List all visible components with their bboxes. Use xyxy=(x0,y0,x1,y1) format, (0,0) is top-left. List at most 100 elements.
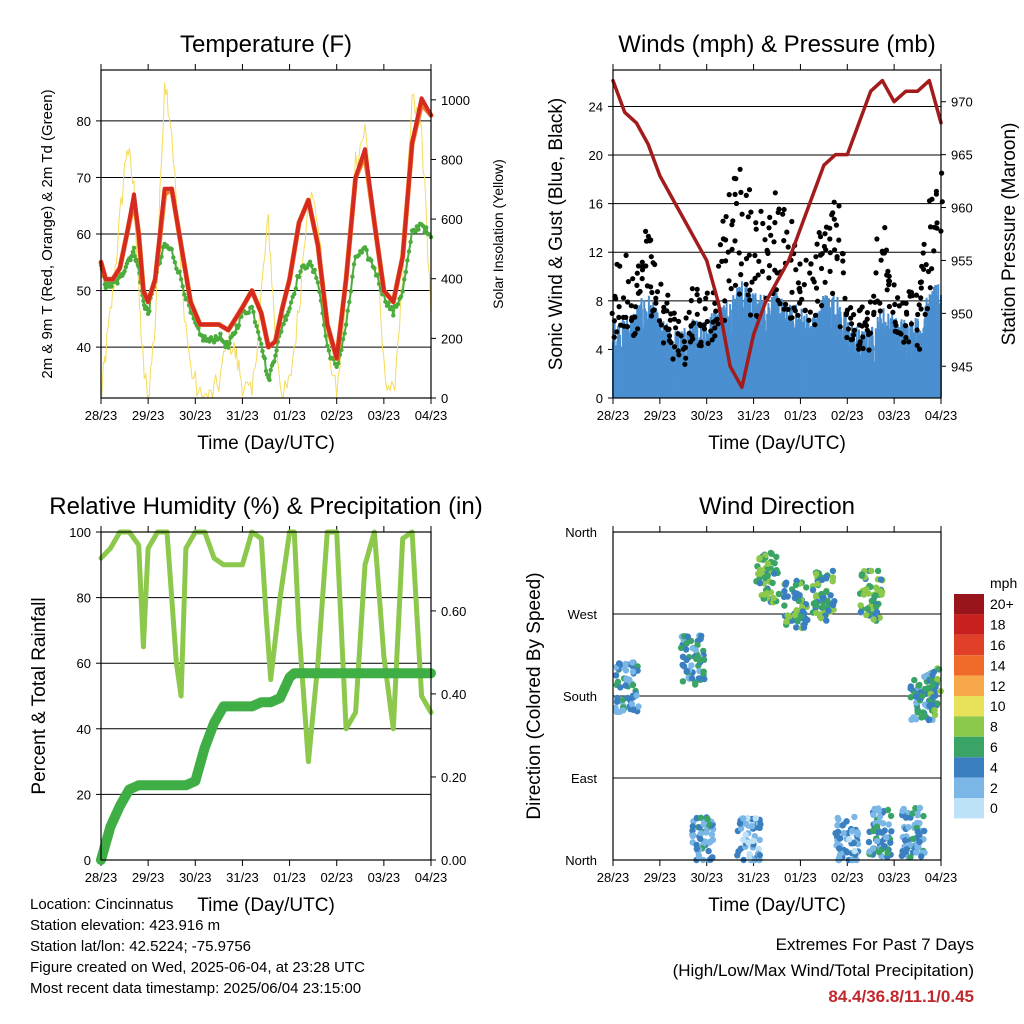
gust-point xyxy=(859,323,865,329)
gust-point xyxy=(818,265,825,272)
gust-point xyxy=(709,337,715,343)
direction-point xyxy=(784,612,791,619)
location-text: Location: Cincinnatus xyxy=(30,896,174,913)
direction-point xyxy=(809,586,817,594)
gust-point xyxy=(903,323,909,329)
direction-point xyxy=(829,567,837,575)
direction-point xyxy=(866,848,873,855)
gust-point xyxy=(813,285,820,291)
direction-point xyxy=(869,827,877,835)
legend-swatch xyxy=(954,634,984,656)
gust-point xyxy=(668,340,674,346)
winds-pressure-chart: Winds (mph) & Pressure (mb) 0 4 8 12 16 20 24 94… xyxy=(546,31,1020,454)
y2-tick-label: 945 xyxy=(951,359,973,374)
gust-point xyxy=(814,241,820,247)
gust-point xyxy=(683,355,689,361)
gust-point xyxy=(620,295,627,301)
gust-point xyxy=(747,287,753,293)
direction-point xyxy=(694,641,701,649)
gust-point xyxy=(845,326,852,332)
direction-point xyxy=(688,662,695,669)
latlon-text: Station lat/lon: 42.5224; -75.9756 xyxy=(30,938,252,955)
gust-point xyxy=(667,317,673,323)
gust-point xyxy=(873,270,879,276)
gust-point xyxy=(753,226,759,232)
gust-point xyxy=(871,293,877,299)
direction-point xyxy=(773,553,780,561)
direction-point xyxy=(692,681,699,688)
gust-point xyxy=(639,259,645,265)
x-tick-label: 04/23 xyxy=(925,870,958,885)
direction-point xyxy=(843,849,850,856)
gust-point xyxy=(771,239,777,245)
direction-point xyxy=(697,635,704,642)
legend-label: 20+ xyxy=(990,596,1014,612)
y-tick-label: 40 xyxy=(77,722,91,737)
gust-point xyxy=(821,243,828,250)
gust-point xyxy=(934,220,940,226)
direction-point xyxy=(622,661,629,668)
gust-point xyxy=(886,278,892,284)
direction-point xyxy=(700,668,707,675)
gust-point xyxy=(671,310,677,316)
gust-point xyxy=(614,329,620,335)
y2-axis-label: Solar Insolation (Yellow) xyxy=(490,159,506,309)
gust-point xyxy=(848,321,855,327)
gust-point xyxy=(737,166,743,172)
gust-point xyxy=(816,230,822,236)
gust-point xyxy=(759,268,766,274)
gust-point xyxy=(857,307,863,313)
y2-tick-label: 1000 xyxy=(441,93,470,108)
direction-point xyxy=(764,560,772,567)
direction-point xyxy=(914,844,921,851)
direction-point xyxy=(823,617,830,624)
station-info: Location: Cincinnatus Station elevation:… xyxy=(30,894,365,999)
gust-point xyxy=(918,295,924,301)
gust-point xyxy=(637,288,643,295)
gust-point xyxy=(813,254,819,260)
gust-point xyxy=(620,314,627,320)
gust-point xyxy=(812,312,819,318)
direction-point xyxy=(916,838,923,845)
x-tick-label: 02/23 xyxy=(831,870,864,885)
gust-point xyxy=(890,309,896,315)
gust-point xyxy=(732,238,738,244)
gust-point xyxy=(884,287,890,293)
direction-point xyxy=(689,823,696,830)
direction-point xyxy=(921,827,928,835)
extremes-values: 84.4/36.8/11.1/0.45 xyxy=(828,987,974,1006)
direction-point xyxy=(767,549,775,557)
recent-text: Most recent data timestamp: 2025/06/04 2… xyxy=(30,980,362,997)
direction-point xyxy=(912,693,920,700)
gust-point xyxy=(898,331,904,337)
gust-point xyxy=(874,236,880,242)
direction-point xyxy=(907,854,914,861)
direction-point xyxy=(888,828,895,835)
direction-point xyxy=(629,681,637,689)
gust-point xyxy=(634,270,640,276)
legend-label: 8 xyxy=(990,719,998,735)
gust-point xyxy=(665,292,671,298)
gust-point xyxy=(783,301,789,307)
gust-point xyxy=(914,327,920,333)
direction-point xyxy=(700,656,707,663)
direction-point xyxy=(813,570,820,577)
gust-point xyxy=(797,261,803,267)
gust-point xyxy=(731,175,737,181)
direction-point xyxy=(771,560,778,567)
direction-point xyxy=(780,593,788,601)
wind-direction-chart: Wind DirectionNorthEastSouthWestNorth28/… xyxy=(524,493,957,916)
direction-point xyxy=(851,813,858,821)
direction-point xyxy=(794,618,801,625)
gust-point xyxy=(723,237,729,243)
gust-point xyxy=(745,292,751,298)
direction-point xyxy=(872,592,879,599)
gust-point xyxy=(648,313,655,319)
direction-point xyxy=(870,811,877,818)
gust-point xyxy=(723,214,729,220)
direction-point xyxy=(622,667,630,674)
x-tick-label: 04/23 xyxy=(925,408,958,423)
gust-point xyxy=(806,317,812,323)
direction-point xyxy=(857,609,864,616)
gust-point xyxy=(664,300,670,306)
